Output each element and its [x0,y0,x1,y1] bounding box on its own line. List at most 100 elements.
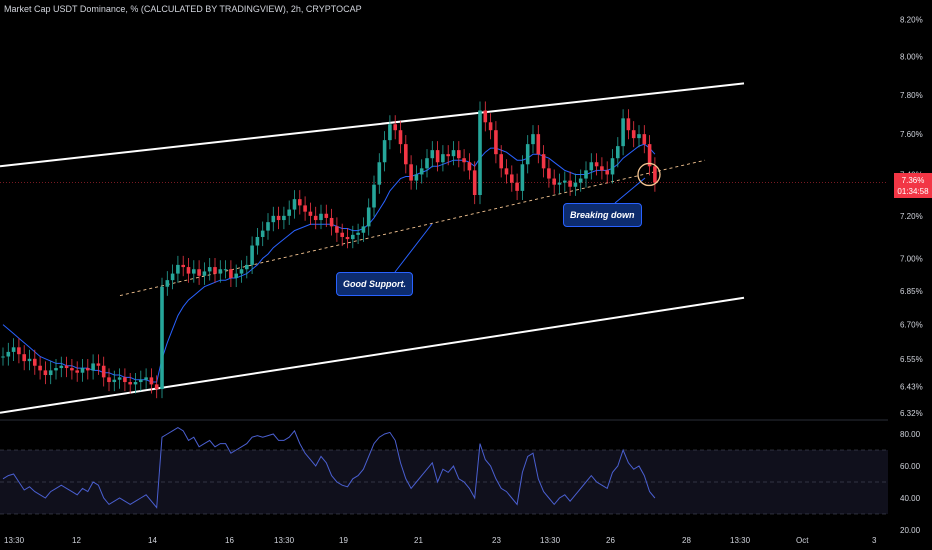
candle [128,382,132,385]
candle [520,164,525,191]
candle [568,180,572,187]
rsi-tick-label: 60.00 [900,462,921,471]
candle [292,199,297,210]
rsi-line [2,427,656,509]
candle [239,269,244,274]
candle [27,358,32,362]
candle [70,368,74,371]
candle [552,178,556,185]
chart-title: Market Cap USDT Dominance, % (CALCULATED… [4,4,362,14]
candle [308,211,313,216]
candle [404,144,408,165]
candle [54,368,58,371]
candle [605,170,609,175]
rsi-tick-label: 80.00 [900,430,921,439]
candle [510,174,514,183]
candle [653,166,657,183]
candle [631,130,636,139]
candle [229,269,233,278]
price-tick-label: 7.60% [900,130,923,139]
candle [430,150,435,159]
breakdown-pointer [614,177,646,204]
price-tick-label: 6.32% [900,409,923,418]
candle [319,213,323,221]
candle [345,236,350,240]
candle [610,158,615,175]
candle [192,269,196,274]
rsi-tick-label: 20.00 [900,526,921,535]
time-tick-label: 28 [682,536,691,545]
candle [494,130,498,155]
candle [101,365,106,378]
candle [75,370,79,373]
upper-channel-line [0,82,745,168]
time-tick-label: 14 [148,536,157,545]
candle [409,164,413,181]
candle [451,150,456,157]
time-tick-label: 23 [492,536,501,545]
breakdown-callout[interactable]: Breaking down [563,203,642,227]
candle [563,180,567,183]
candle [472,170,477,196]
candle [260,230,265,237]
candle [298,199,302,206]
ma-line [2,143,656,383]
candle [245,264,249,270]
candle [96,363,101,366]
price-tick-label: 6.70% [900,321,923,330]
candle [525,144,530,165]
candle [154,384,159,390]
candle [578,178,583,183]
candle [446,154,450,157]
candle [600,166,604,171]
candle [388,124,392,141]
candle [361,226,366,233]
price-tick-label: 6.43% [900,383,923,392]
rsi-axis: 80.00 60.00 40.00 20.00 [900,430,921,535]
time-tick-label: 13:30 [540,536,561,545]
candle [43,370,48,376]
candle [186,267,191,274]
candle [324,213,329,218]
candle [419,168,424,175]
rsi-pane [0,427,888,515]
candle [213,267,217,274]
candle [478,110,482,196]
price-axis: 8.20%8.00%7.80%7.60%7.40%7.20%7.00%6.85%… [900,15,923,417]
candle [197,269,201,276]
time-tick-label: 13:30 [4,536,25,545]
candle [637,134,641,139]
candle [17,347,21,355]
time-tick-label: 16 [225,536,234,545]
candle [202,271,207,276]
candle [303,205,307,212]
support-callout[interactable]: Good Support. [336,272,413,296]
candle [287,209,291,216]
candle [6,351,11,357]
breakdown-circle [637,162,661,187]
candle [414,174,419,181]
current-price: 7.36% [901,176,925,185]
candle [64,365,69,369]
candle [621,118,625,147]
candle [149,377,154,385]
candle [499,154,503,169]
candle [377,162,382,185]
candle [255,236,260,246]
candle [80,368,85,373]
candle [488,122,493,131]
price-tick-label: 7.00% [900,254,923,263]
candle [170,273,175,281]
candle [536,134,541,155]
candle [435,150,440,163]
candles[interactable] [1,101,657,399]
candle [107,377,111,383]
candle [160,286,164,390]
candle [139,379,143,383]
candle [589,162,594,171]
time-tick-label: Oct [796,536,809,545]
time-axis: 13:30 12 14 16 13:30 19 21 23 13:30 26 28 13:30 Oct 3 [4,536,877,545]
candle [181,264,185,268]
candle [165,280,170,287]
